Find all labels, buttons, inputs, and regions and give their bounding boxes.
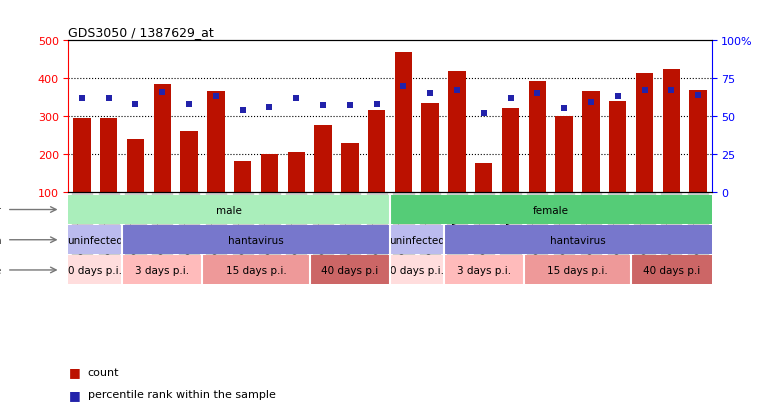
Bar bbox=[663, 69, 680, 192]
Text: 0 days p.i.: 0 days p.i. bbox=[68, 265, 123, 275]
Bar bbox=[341, 144, 358, 192]
Bar bbox=[609, 102, 626, 192]
Text: ■: ■ bbox=[68, 365, 80, 378]
Text: hantavirus: hantavirus bbox=[549, 235, 606, 245]
Bar bbox=[390, 225, 444, 255]
Bar bbox=[127, 140, 144, 192]
Text: gender: gender bbox=[0, 205, 2, 215]
Bar bbox=[529, 82, 546, 192]
Text: uninfected: uninfected bbox=[389, 235, 444, 245]
Text: 40 days p.i: 40 days p.i bbox=[321, 265, 378, 275]
Text: 40 days p.i: 40 days p.i bbox=[643, 265, 700, 275]
Bar bbox=[207, 92, 224, 192]
Bar bbox=[122, 225, 390, 255]
Bar bbox=[422, 104, 439, 192]
Bar bbox=[501, 109, 519, 192]
Bar bbox=[390, 256, 444, 285]
Bar bbox=[288, 153, 305, 192]
Text: hantavirus: hantavirus bbox=[228, 235, 284, 245]
Bar bbox=[310, 256, 390, 285]
Bar bbox=[68, 225, 122, 255]
Text: ■: ■ bbox=[68, 388, 80, 401]
Bar bbox=[180, 132, 198, 192]
Bar bbox=[448, 71, 466, 192]
Text: 3 days p.i.: 3 days p.i. bbox=[135, 265, 189, 275]
Bar bbox=[444, 256, 524, 285]
Bar bbox=[636, 74, 653, 192]
Bar bbox=[68, 195, 390, 225]
Bar bbox=[395, 52, 412, 192]
Bar bbox=[475, 164, 492, 192]
Bar bbox=[68, 256, 122, 285]
Text: male: male bbox=[216, 205, 242, 215]
Text: 15 days p.i.: 15 days p.i. bbox=[226, 265, 286, 275]
Bar bbox=[556, 116, 573, 192]
Bar bbox=[582, 92, 600, 192]
Text: count: count bbox=[88, 367, 119, 377]
Bar bbox=[314, 126, 332, 192]
Bar bbox=[631, 256, 712, 285]
Text: 3 days p.i.: 3 days p.i. bbox=[457, 265, 511, 275]
Bar bbox=[261, 154, 279, 192]
Bar bbox=[73, 119, 91, 192]
Bar bbox=[689, 90, 707, 192]
Text: female: female bbox=[533, 205, 568, 215]
Bar bbox=[368, 111, 385, 192]
Text: uninfected: uninfected bbox=[67, 235, 123, 245]
Bar bbox=[234, 161, 251, 192]
Text: infection: infection bbox=[0, 235, 2, 245]
Bar bbox=[154, 85, 171, 192]
Text: 0 days p.i.: 0 days p.i. bbox=[390, 265, 444, 275]
Bar bbox=[122, 256, 202, 285]
Bar bbox=[444, 225, 712, 255]
Text: GDS3050 / 1387629_at: GDS3050 / 1387629_at bbox=[68, 26, 215, 39]
Text: 15 days p.i.: 15 days p.i. bbox=[547, 265, 608, 275]
Text: percentile rank within the sample: percentile rank within the sample bbox=[88, 389, 275, 399]
Bar bbox=[524, 256, 631, 285]
Text: time: time bbox=[0, 265, 2, 275]
Bar bbox=[202, 256, 310, 285]
Bar bbox=[100, 119, 117, 192]
Bar bbox=[390, 195, 712, 225]
